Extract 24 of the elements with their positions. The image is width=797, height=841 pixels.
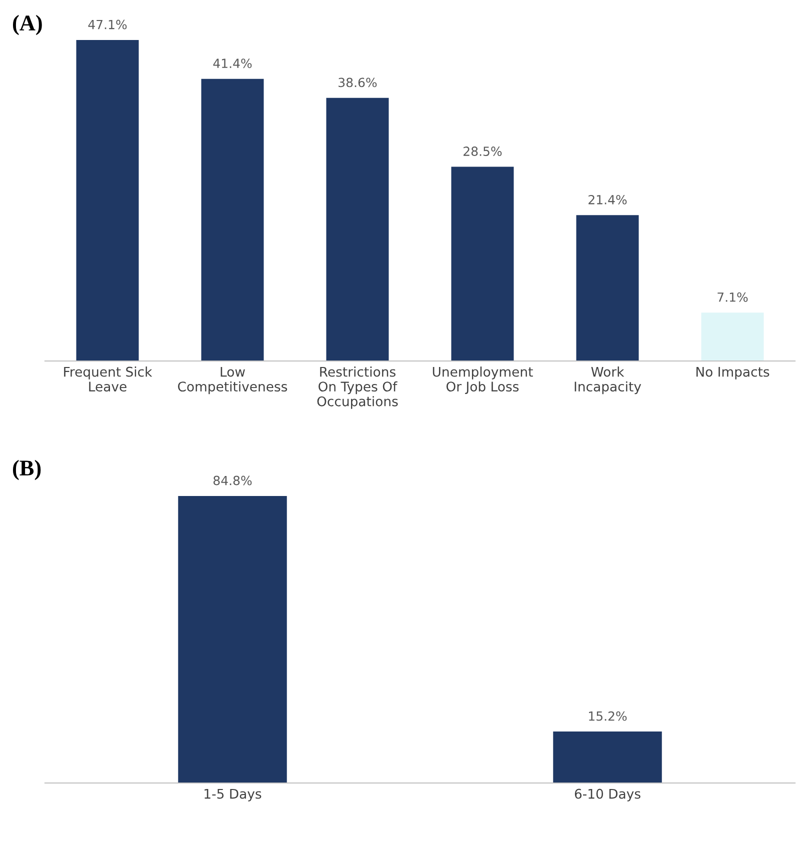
- x-tick-label: Restrictions On Types Of Occupations: [317, 366, 398, 409]
- data-label: 21.4%: [588, 194, 627, 204]
- bar: [326, 98, 389, 361]
- x-tick-label: 6-10 Days: [574, 788, 640, 802]
- chart-title: (A): [12, 14, 42, 36]
- bar: [201, 78, 264, 361]
- data-label: 28.5%: [464, 146, 502, 156]
- x-tick-label: Unemployment Or Job Loss: [432, 366, 533, 394]
- x-tick-label: Low Competitiveness: [178, 366, 288, 394]
- data-label: 7.1%: [718, 292, 748, 302]
- x-tick-label: No Impacts: [696, 366, 770, 380]
- bar: [451, 166, 514, 361]
- bar: [76, 40, 139, 361]
- data-label: 15.2%: [589, 711, 627, 721]
- x-tick-label: 1-5 Days: [204, 788, 262, 802]
- bar: [576, 215, 639, 361]
- x-tick-label: Work Incapacity: [574, 366, 642, 394]
- data-label: 47.1%: [88, 20, 127, 30]
- x-tick-label: Frequent Sick Leave: [64, 366, 152, 392]
- data-label: 41.4%: [213, 58, 252, 68]
- chart-title: (B): [12, 460, 41, 480]
- data-label: 84.8%: [213, 476, 252, 486]
- bar: [701, 312, 764, 361]
- data-label: 38.6%: [338, 78, 377, 88]
